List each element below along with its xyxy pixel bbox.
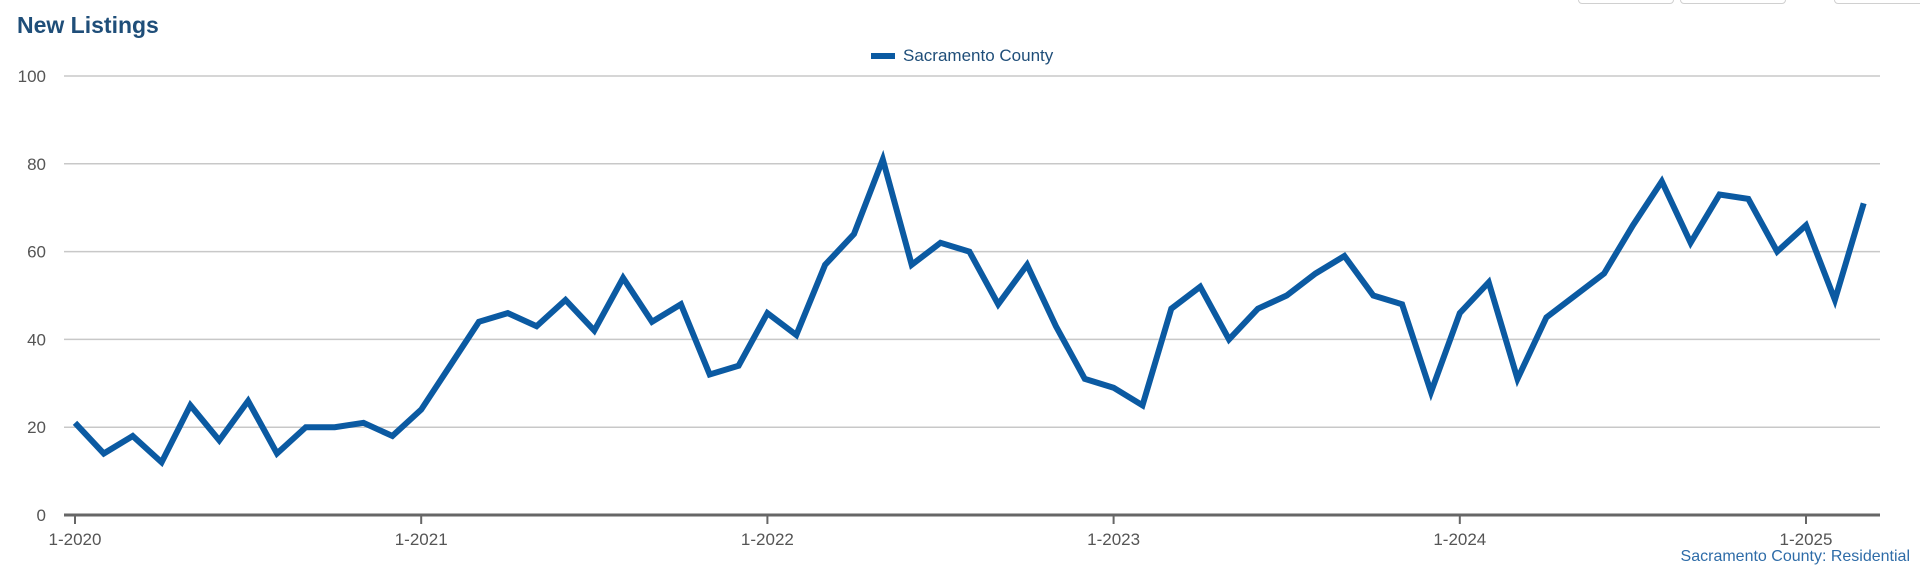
y-tick-label: 60 [27, 243, 46, 262]
chart-title: New Listings [17, 12, 159, 38]
x-tick-label: 1-2022 [741, 530, 794, 549]
chart-legend[interactable]: Sacramento County [871, 46, 1053, 66]
source-note: Sacramento County: Residential [1680, 548, 1910, 565]
x-tick-label: 1-2020 [49, 530, 102, 549]
x-tick-label: 1-2024 [1433, 530, 1486, 549]
legend-label: Sacramento County [903, 46, 1054, 65]
legend-swatch [871, 53, 895, 59]
y-tick-label: 20 [27, 418, 46, 437]
y-tick-label: 100 [18, 67, 46, 86]
x-tick-label: 1-2025 [1780, 530, 1833, 549]
x-tick-label: 1-2023 [1087, 530, 1140, 549]
y-tick-label: 0 [37, 506, 46, 525]
toolbar-button[interactable] [1834, 0, 1920, 4]
y-tick-label: 80 [27, 155, 46, 174]
x-tick-label: 1-2021 [395, 530, 448, 549]
series-line [72, 149, 1867, 468]
y-tick-label: 40 [27, 330, 46, 349]
